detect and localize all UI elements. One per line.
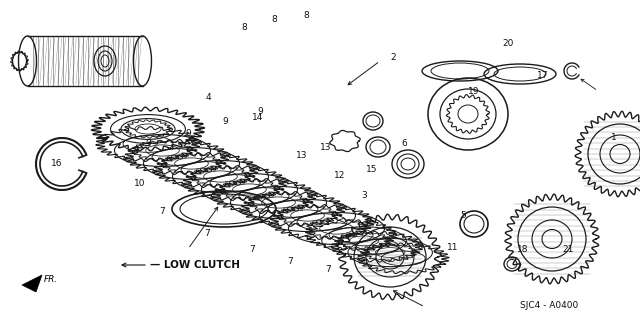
Text: 8: 8: [303, 11, 309, 19]
Text: 7: 7: [325, 265, 331, 275]
Text: FR.: FR.: [44, 276, 58, 285]
Text: 9: 9: [145, 138, 151, 147]
Text: 8: 8: [241, 23, 247, 32]
Text: 7: 7: [159, 207, 165, 217]
Text: 8: 8: [271, 14, 277, 24]
Text: — LOW CLUTCH: — LOW CLUTCH: [150, 260, 240, 270]
Text: 10: 10: [134, 180, 146, 189]
Text: 2: 2: [390, 53, 396, 62]
Text: 20: 20: [502, 40, 514, 48]
Text: 7: 7: [249, 246, 255, 255]
Text: 11: 11: [447, 243, 459, 253]
Text: 7: 7: [204, 228, 210, 238]
Text: 14: 14: [252, 114, 264, 122]
Text: 16: 16: [51, 159, 63, 167]
Text: SJC4 - A0400: SJC4 - A0400: [520, 300, 579, 309]
Polygon shape: [22, 275, 42, 292]
Text: 19: 19: [468, 87, 480, 97]
Text: 21: 21: [563, 246, 573, 255]
Text: 4: 4: [205, 93, 211, 102]
Text: 7: 7: [287, 257, 293, 266]
Text: 3: 3: [361, 190, 367, 199]
Text: 12: 12: [334, 172, 346, 181]
Text: 9: 9: [185, 129, 191, 137]
Text: 6: 6: [401, 138, 407, 147]
Text: 13: 13: [296, 151, 308, 160]
Text: 17: 17: [537, 71, 548, 80]
Text: 5: 5: [460, 211, 466, 220]
Text: 13: 13: [320, 144, 332, 152]
Text: 9: 9: [222, 117, 228, 127]
Text: 15: 15: [366, 166, 378, 174]
Text: 9: 9: [257, 108, 263, 116]
Text: 1: 1: [611, 133, 617, 143]
Text: 18: 18: [517, 246, 529, 255]
